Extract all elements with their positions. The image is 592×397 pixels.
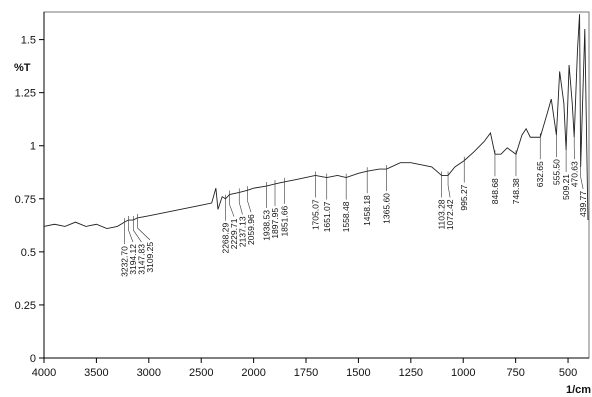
peak-leader [137,227,151,241]
peak-label: 509.21 [561,174,571,200]
x-axis-label: 1/cm [566,384,591,396]
y-tick-label: 0 [30,353,36,365]
peak-label: 632.65 [535,161,545,187]
peak-leader [128,229,134,243]
peak-label: 2229.71 [229,218,239,249]
y-tick-label: 0.5 [21,247,36,259]
y-tick-label: 1.5 [21,35,36,47]
peak-label: 2268.29 [220,223,230,254]
x-tick-label: 750 [506,367,524,379]
peak-label: 1072.42 [445,199,455,230]
peak-label: 1705.07 [310,199,320,230]
peak-label: 1458.18 [362,195,372,226]
x-tick-label: 2500 [189,367,213,379]
peak-label: 470.63 [570,161,580,187]
y-tick-label: 1.25 [15,88,36,100]
peak-label: 995.27 [459,184,469,210]
peak-label: 1897.95 [270,208,280,239]
peak-leader [133,229,142,243]
y-tick-label: 0.25 [15,300,36,312]
peak-label: 1851.66 [280,206,290,237]
peak-label: 1365.60 [382,193,392,224]
peak-label: 2059.96 [246,214,256,245]
peak-label: 1103.28 [437,199,447,229]
peak-label: 3109.25 [145,242,155,273]
peak-label: 555.50 [551,159,561,185]
peak-label: 3232.70 [119,246,129,277]
x-tick-label: 1500 [346,367,370,379]
x-tick-label: 3500 [84,367,108,379]
peak-label: 3194.12 [128,244,138,275]
y-tick-label: 0.75 [15,194,36,206]
x-tick-label: 1750 [294,367,318,379]
x-tick-label: 2000 [241,367,265,379]
x-tick-label: 500 [559,367,577,379]
peak-leader [238,202,243,215]
x-tick-label: 4000 [32,367,56,379]
peak-label: 2137.13 [237,216,247,247]
spectrum-line [43,14,589,229]
y-tick-label: 1 [30,141,36,153]
peak-leader [229,204,235,217]
peak-leader [580,176,584,190]
x-tick-label: 1000 [451,367,475,379]
peak-label: 748.38 [511,178,521,204]
peak-label: 1558.48 [341,201,351,232]
peak-label: 848.68 [490,178,500,204]
plot-frame [43,11,590,359]
peak-label: 439.77 [578,191,588,217]
peak-label: 1651.07 [322,201,332,232]
x-tick-label: 3000 [137,367,161,379]
y-axis-label: %T [14,62,31,74]
peak-label: 1938.53 [262,210,272,241]
x-tick-label: 1250 [399,367,423,379]
peak-leader [447,185,451,198]
peak-leader [247,200,252,213]
peak-label: 3147.83 [136,244,146,275]
